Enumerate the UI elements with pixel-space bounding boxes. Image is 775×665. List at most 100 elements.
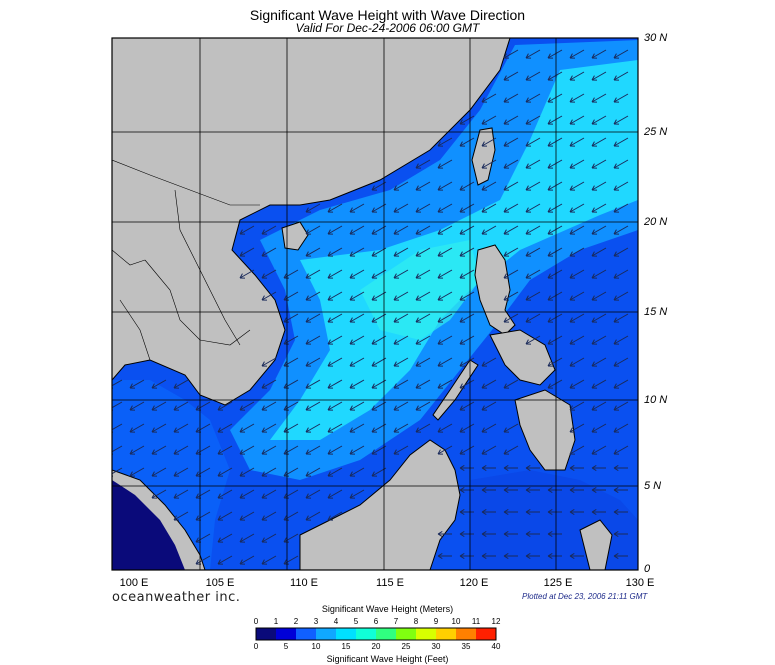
wave-direction-arrow-icon xyxy=(151,467,167,477)
wave-direction-arrow-icon xyxy=(437,225,453,235)
wave-direction-arrow-icon xyxy=(151,379,167,389)
wave-direction-arrow-icon xyxy=(393,335,409,345)
wave-direction-arrow-icon xyxy=(569,181,585,191)
wave-direction-arrow-icon xyxy=(129,445,145,455)
wave-direction-arrow-icon xyxy=(129,379,145,389)
wave-direction-arrow-icon xyxy=(503,552,518,560)
wave-direction-arrow-icon xyxy=(481,464,496,472)
lat-label: 30 N xyxy=(644,32,668,44)
legend-swatch xyxy=(396,628,417,640)
wave-direction-arrow-icon xyxy=(613,379,629,389)
wave-direction-arrow-icon xyxy=(415,203,431,213)
wave-direction-arrow-icon xyxy=(503,115,519,125)
wave-direction-arrow-icon xyxy=(217,489,233,499)
wave-direction-arrow-icon xyxy=(393,269,409,279)
wave-direction-arrow-icon xyxy=(481,379,497,389)
wave-direction-arrow-icon xyxy=(613,181,629,191)
wave-direction-arrow-icon xyxy=(415,401,431,411)
wave-direction-arrow-icon xyxy=(569,445,585,455)
lon-label: 130 E xyxy=(625,577,655,589)
wave-direction-arrow-icon xyxy=(459,335,475,345)
wave-direction-arrow-icon xyxy=(525,203,541,213)
wave-direction-arrow-icon xyxy=(591,464,606,472)
wave-direction-arrow-icon xyxy=(525,137,541,147)
wave-direction-arrow-icon xyxy=(415,181,431,191)
wave-direction-arrow-icon xyxy=(349,203,365,213)
wave-direction-arrow-icon xyxy=(613,93,629,103)
wave-direction-arrow-icon xyxy=(349,357,365,367)
wave-direction-arrow-icon xyxy=(481,159,497,169)
wave-direction-arrow-icon xyxy=(151,401,167,411)
wave-direction-arrow-icon xyxy=(613,137,629,147)
lat-label: 5 N xyxy=(644,480,662,492)
legend-feet-title: Significant Wave Height (Feet) xyxy=(326,654,449,664)
wave-direction-arrow-icon xyxy=(547,247,563,257)
map-frame xyxy=(111,37,639,571)
wave-direction-arrow-icon xyxy=(591,379,607,389)
wave-direction-arrow-icon xyxy=(327,247,343,257)
lat-label: 0 xyxy=(644,563,651,575)
wave-direction-arrow-icon xyxy=(591,291,607,301)
wave-direction-arrow-icon xyxy=(591,181,607,191)
wave-direction-arrow-icon xyxy=(349,467,365,477)
wave-direction-arrow-icon xyxy=(525,508,540,516)
wave-direction-arrow-icon xyxy=(151,423,167,433)
wave-direction-arrow-icon xyxy=(547,552,562,560)
wave-direction-arrow-icon xyxy=(415,335,431,345)
wave-direction-arrow-icon xyxy=(525,159,541,169)
legend-swatch xyxy=(316,628,337,640)
palawan-land xyxy=(432,359,479,421)
wave-direction-arrow-icon xyxy=(217,423,233,433)
wave-direction-arrow-icon xyxy=(613,464,628,472)
wave-direction-arrow-icon xyxy=(459,445,475,455)
map-title: Significant Wave Height with Wave Direct… xyxy=(249,7,526,23)
wave-direction-arrow-icon xyxy=(283,269,299,279)
wave-direction-arrow-icon xyxy=(547,115,563,125)
legend-swatch xyxy=(296,628,317,640)
wave-direction-arrow-icon xyxy=(613,445,629,455)
wave-direction-arrow-icon xyxy=(481,401,497,411)
wave-direction-arrow-icon xyxy=(327,291,343,301)
wave-direction-arrow-icon xyxy=(261,467,277,477)
wave-direction-arrow-icon xyxy=(569,508,584,516)
wave-direction-arrow-icon xyxy=(239,511,255,521)
wave-direction-arrow-icon xyxy=(305,335,321,345)
wave-direction-arrow-icon xyxy=(591,401,607,411)
wave-direction-arrow-icon xyxy=(217,533,233,543)
wave-direction-arrow-icon xyxy=(327,225,343,235)
wave-direction-arrow-icon xyxy=(459,291,475,301)
wave-direction-arrow-icon xyxy=(481,445,497,455)
wave-direction-arrow-icon xyxy=(437,269,453,279)
wave-direction-arrow-icon xyxy=(569,225,585,235)
wave-direction-arrow-icon xyxy=(305,445,321,455)
lon-label: 110 E xyxy=(290,577,318,589)
wave-direction-arrow-icon xyxy=(503,247,519,257)
wave-direction-arrow-icon xyxy=(591,335,607,345)
wave-direction-arrow-icon xyxy=(613,530,628,538)
wave-direction-arrow-icon xyxy=(525,291,541,301)
lon-label: 125 E xyxy=(543,577,573,589)
wave-direction-arrow-icon xyxy=(481,552,496,560)
wave-direction-arrow-icon xyxy=(393,313,409,323)
wave-direction-arrow-icon xyxy=(503,291,519,301)
wave-direction-arrow-icon xyxy=(569,423,585,433)
wave-direction-arrow-icon xyxy=(459,379,475,389)
wave-direction-arrow-icon xyxy=(393,203,409,213)
wave-direction-arrow-icon xyxy=(437,247,453,257)
wave-direction-arrow-icon xyxy=(569,93,585,103)
wave-direction-arrow-icon xyxy=(503,269,519,279)
legend-swatch xyxy=(456,628,477,640)
wave-direction-arrow-icon xyxy=(613,486,628,494)
wave-direction-arrow-icon xyxy=(481,423,497,433)
wave-direction-arrow-icon xyxy=(569,269,585,279)
wave-direction-arrow-icon xyxy=(547,137,563,147)
country-borders xyxy=(112,159,260,361)
sumatra-dark xyxy=(112,480,185,570)
wave-direction-arrow-icon xyxy=(173,379,189,389)
legend-meters-tick: 4 xyxy=(333,617,339,626)
wave-direction-arrow-icon xyxy=(437,423,453,433)
wave-direction-arrow-icon xyxy=(591,313,607,323)
wave-direction-arrow-icon xyxy=(151,489,167,499)
wave-direction-arrow-icon xyxy=(525,181,541,191)
